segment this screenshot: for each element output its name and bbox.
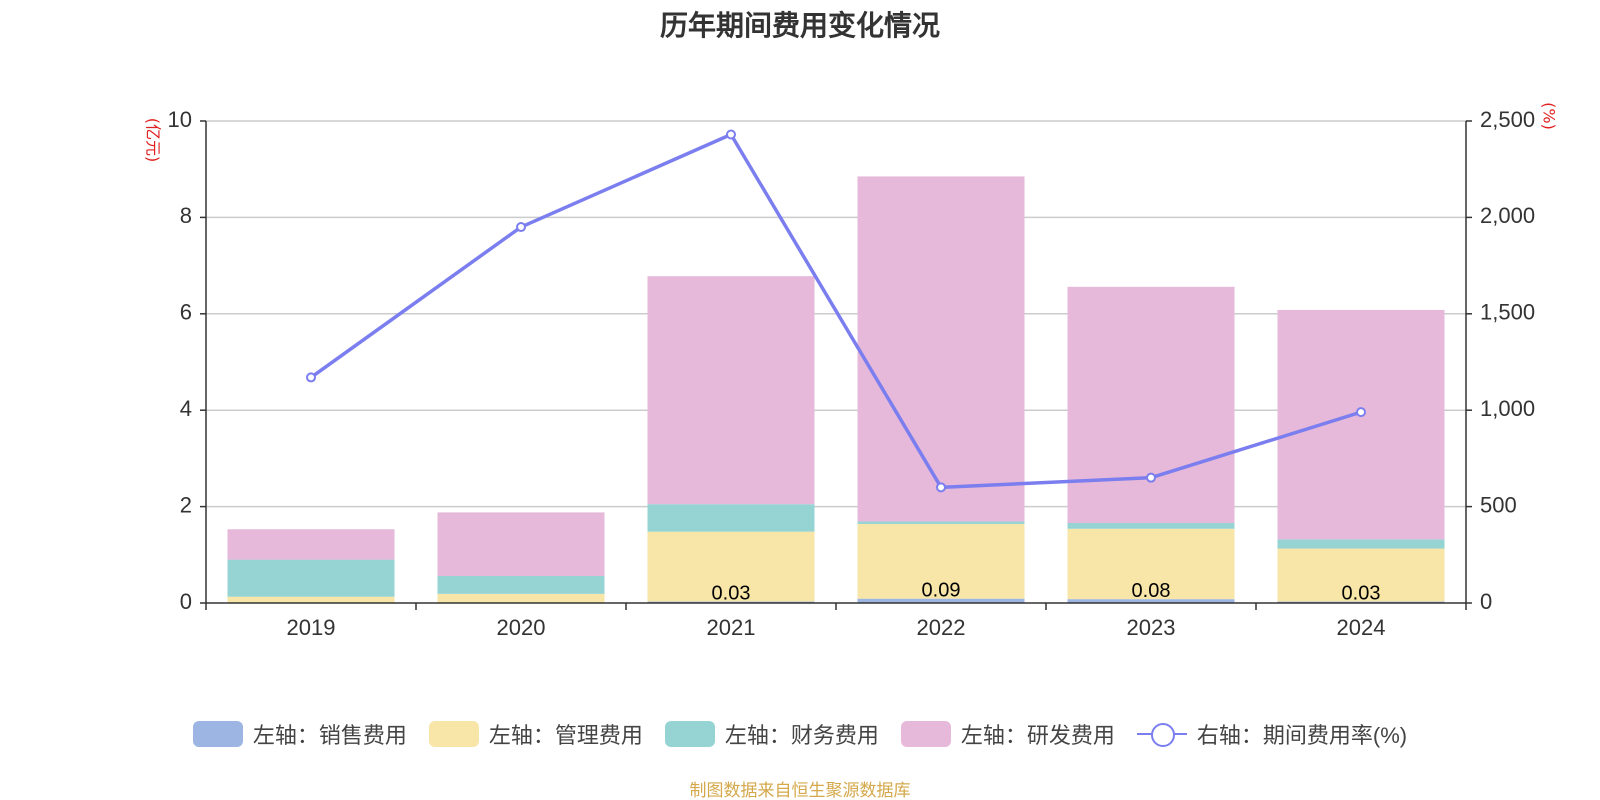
legend-label: 左轴：研发费用 [960, 723, 1115, 748]
source-note: 制图数据来自恒生聚源数据库 [689, 781, 911, 800]
legend-label: 右轴：期间费用率(%) [1196, 723, 1408, 748]
bar-rnd [857, 176, 1025, 522]
line-point [1146, 472, 1156, 483]
line-point [726, 129, 736, 140]
bar-sales [1067, 599, 1235, 603]
legend-item[interactable]: 左轴：管理费用 [428, 718, 643, 750]
x-axis-tick-label: 2022 [917, 615, 966, 640]
legend-swatch [664, 721, 715, 747]
bar-rnd [437, 512, 605, 577]
chart-title: 历年期间费用变化情况 [659, 10, 940, 41]
bar-admin [437, 593, 605, 603]
bar-finance [647, 504, 815, 532]
bar-finance [1277, 539, 1445, 549]
legend-item[interactable]: 左轴：研发费用 [900, 718, 1115, 750]
bar-finance [857, 521, 1025, 524]
bar-data-label: 0.09 [922, 580, 961, 602]
x-axis-tick-label: 2021 [707, 615, 756, 640]
bar-data-label: 0.03 [1342, 583, 1381, 605]
legend-line-marker-icon [1136, 721, 1187, 747]
bar-finance [1067, 522, 1235, 529]
left-axis-tick-label: 10 [168, 107, 192, 132]
axes: 0 2 4 6 8 10 0 500 1,000 1,500 2,000 2,500 2019 2020 2… [168, 107, 1536, 640]
right-axis-tick-label: 2,500 [1480, 107, 1535, 132]
bar-admin [1277, 548, 1445, 602]
rate-line-series [306, 129, 1366, 493]
right-axis-tick-label: 2,000 [1480, 203, 1535, 228]
line-point [306, 372, 316, 383]
bar-data-label: 0.08 [1132, 580, 1171, 602]
bar-finance [227, 559, 395, 597]
right-axis-tick-label: 0 [1480, 589, 1492, 614]
bar-rnd [227, 529, 395, 560]
left-axis-tick-label: 4 [180, 396, 192, 421]
x-axis-tick-label: 2020 [497, 615, 546, 640]
line-point [1356, 407, 1366, 418]
x-axis-tick-label: 2023 [1127, 615, 1176, 640]
legend-item[interactable]: 右轴：期间费用率(%) [1136, 718, 1408, 750]
bar-admin [1067, 528, 1235, 600]
legend-item[interactable]: 左轴：财务费用 [664, 718, 879, 750]
left-axis-tick-label: 0 [180, 589, 192, 614]
left-axis-tick-label: 6 [180, 300, 192, 325]
bar-data-label: 0.03 [712, 583, 751, 605]
bar-finance [437, 576, 605, 594]
bar-series [227, 176, 1445, 603]
legend-swatch [900, 721, 951, 747]
legend-label: 左轴：销售费用 [252, 723, 407, 748]
right-axis-unit: (%) [1540, 102, 1559, 130]
legend-label: 左轴：管理费用 [488, 723, 643, 748]
data-labels: 0.03 0.09 0.08 0.03 [712, 580, 1381, 605]
legend-swatch [192, 721, 243, 747]
line-point [516, 222, 526, 233]
bar-rnd [1067, 286, 1235, 523]
bar-admin [647, 531, 815, 602]
left-axis-tick-label: 2 [180, 492, 192, 517]
x-axis-tick-label: 2024 [1337, 615, 1386, 640]
line-point [936, 482, 946, 493]
legend-swatch [428, 721, 479, 747]
bar-admin [857, 523, 1025, 599]
left-axis-tick-label: 8 [180, 203, 192, 228]
left-axis-unit: (亿元) [144, 118, 163, 163]
bar-admin [227, 596, 395, 603]
legend-label: 左轴：财务费用 [724, 723, 879, 748]
right-axis-tick-label: 1,500 [1480, 300, 1535, 325]
legend-item[interactable]: 左轴：销售费用 [192, 718, 407, 750]
legend: 左轴：销售费用 左轴：管理费用 左轴：财务费用 左轴：研发费用 右轴：期间费用率(%) [0, 718, 1600, 750]
right-axis-tick-label: 1,000 [1480, 396, 1535, 421]
bar-rnd [1277, 309, 1445, 540]
right-axis-tick-label: 500 [1480, 492, 1517, 517]
line-rate [309, 132, 1362, 490]
bar-sales [857, 598, 1025, 603]
bar-rnd [647, 276, 815, 505]
x-axis-tick-label: 2019 [287, 615, 336, 640]
